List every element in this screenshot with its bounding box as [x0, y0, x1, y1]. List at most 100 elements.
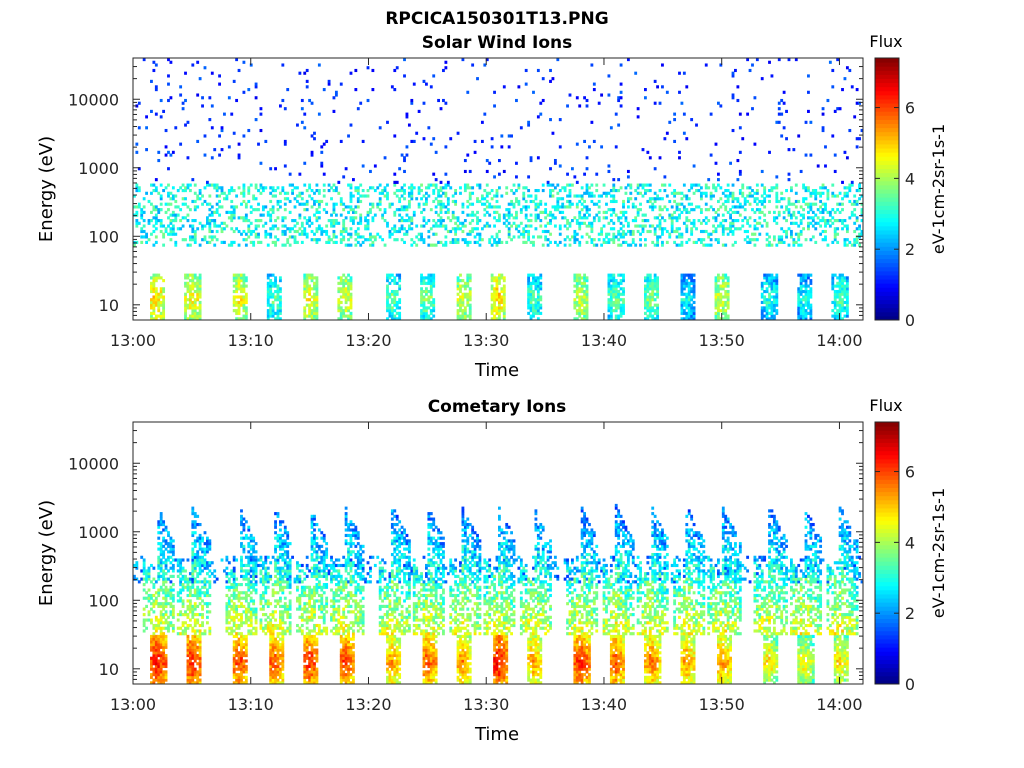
- heatmap-cell: [198, 678, 202, 682]
- heatmap-cell: [242, 306, 246, 310]
- heatmap-cell: [188, 656, 192, 660]
- heatmap-cell: [315, 216, 319, 220]
- heatmap-cell: [575, 273, 579, 277]
- heatmap-cell: [235, 98, 239, 103]
- heatmap-cell: [763, 273, 767, 277]
- heatmap-cell: [858, 137, 861, 141]
- heatmap-cell: [259, 183, 263, 187]
- heatmap-cell: [802, 186, 805, 190]
- heatmap-cell: [617, 219, 621, 223]
- heatmap-cell: [279, 104, 282, 108]
- heatmap-cell: [157, 536, 161, 540]
- heatmap-cell: [342, 221, 346, 225]
- heatmap-cell: [162, 561, 166, 565]
- heatmap-cell: [529, 240, 533, 244]
- heatmap-cell: [393, 134, 397, 138]
- heatmap-cell: [607, 303, 611, 307]
- heatmap-cell: [174, 219, 178, 223]
- heatmap-cell: [843, 306, 847, 310]
- heatmap-cell: [315, 295, 319, 299]
- heatmap-cell: [198, 673, 202, 677]
- heatmap-cell: [179, 588, 183, 592]
- heatmap-cell: [848, 199, 852, 204]
- heatmap-cell: [342, 284, 346, 288]
- heatmap-cell: [568, 202, 572, 206]
- heatmap-cell: [198, 284, 202, 288]
- heatmap-cell: [376, 205, 380, 209]
- heatmap-cell: [549, 213, 552, 217]
- heatmap-cell: [807, 292, 810, 296]
- heatmap-cell: [218, 205, 221, 209]
- heatmap-cell: [797, 298, 801, 302]
- heatmap-cell: [770, 300, 774, 305]
- heatmap-cell: [721, 287, 725, 291]
- heatmap-cell: [631, 229, 635, 234]
- heatmap-cell: [841, 303, 844, 307]
- heatmap-cell: [288, 210, 292, 214]
- heatmap-cell: [164, 580, 168, 584]
- heatmap-cell: [824, 219, 827, 223]
- heatmap-cell: [617, 306, 621, 310]
- heatmap-cell: [546, 238, 550, 242]
- heatmap-cell: [288, 183, 292, 187]
- heatmap-cell: [804, 295, 808, 299]
- heatmap-cell: [157, 574, 161, 578]
- heatmap-cell: [768, 300, 771, 305]
- heatmap-cell: [670, 213, 674, 217]
- heatmap-cell: [653, 229, 657, 234]
- heatmap-cell: [824, 229, 827, 234]
- heatmap-cell: [193, 235, 197, 239]
- heatmap-cell: [461, 279, 465, 283]
- heatmap-cell: [186, 276, 190, 280]
- heatmap-cell: [768, 199, 771, 204]
- heatmap-cell: [843, 150, 847, 154]
- heatmap-cell: [736, 205, 740, 209]
- heatmap-cell: [159, 287, 163, 291]
- heatmap-cell: [833, 169, 837, 174]
- heatmap-cell: [171, 550, 175, 554]
- heatmap-cell: [261, 189, 265, 193]
- heatmap-cell: [342, 281, 346, 285]
- heatmap-cell: [760, 287, 764, 291]
- heatmap-cell: [349, 123, 353, 127]
- heatmap-cell: [154, 602, 158, 606]
- heatmap-cell: [682, 300, 686, 305]
- heatmap-cell: [619, 63, 623, 67]
- heatmap-cell: [293, 219, 297, 223]
- heatmap-cell: [729, 216, 732, 220]
- heatmap-cell: [809, 153, 813, 157]
- heatmap-cell: [162, 634, 166, 639]
- heatmap-cell: [159, 547, 163, 551]
- heatmap-cell: [193, 306, 197, 310]
- heatmap-cell: [407, 194, 411, 198]
- heatmap-cell: [463, 314, 467, 318]
- heatmap-cell: [850, 213, 854, 217]
- heatmap-cell: [556, 183, 560, 187]
- heatmap-cell: [264, 229, 268, 234]
- heatmap-cell: [196, 279, 200, 283]
- heatmap-cell: [634, 219, 638, 223]
- heatmap-cell: [454, 221, 458, 225]
- heatmap-cell: [142, 563, 146, 568]
- heatmap-cell: [310, 314, 314, 318]
- heatmap-cell: [619, 279, 623, 283]
- heatmap-cell: [558, 224, 562, 228]
- heatmap-cell: [242, 229, 246, 234]
- y-tick-label: 10000: [68, 90, 119, 109]
- heatmap-cell: [668, 235, 672, 239]
- heatmap-cell: [191, 651, 195, 655]
- heatmap-cell: [152, 276, 156, 280]
- heatmap-cell: [315, 199, 319, 204]
- heatmap-cell: [726, 314, 730, 318]
- heatmap-cell: [799, 309, 803, 313]
- heatmap-cell: [536, 298, 540, 302]
- heatmap-cell: [432, 298, 436, 302]
- heatmap-cell: [629, 186, 633, 190]
- heatmap-cell: [184, 577, 187, 581]
- heatmap-cell: [483, 112, 487, 116]
- heatmap-cell: [305, 284, 309, 288]
- heatmap-cell: [410, 139, 414, 144]
- heatmap-cell: [437, 191, 440, 195]
- heatmap-cell: [220, 227, 224, 231]
- heatmap-cell: [821, 183, 825, 187]
